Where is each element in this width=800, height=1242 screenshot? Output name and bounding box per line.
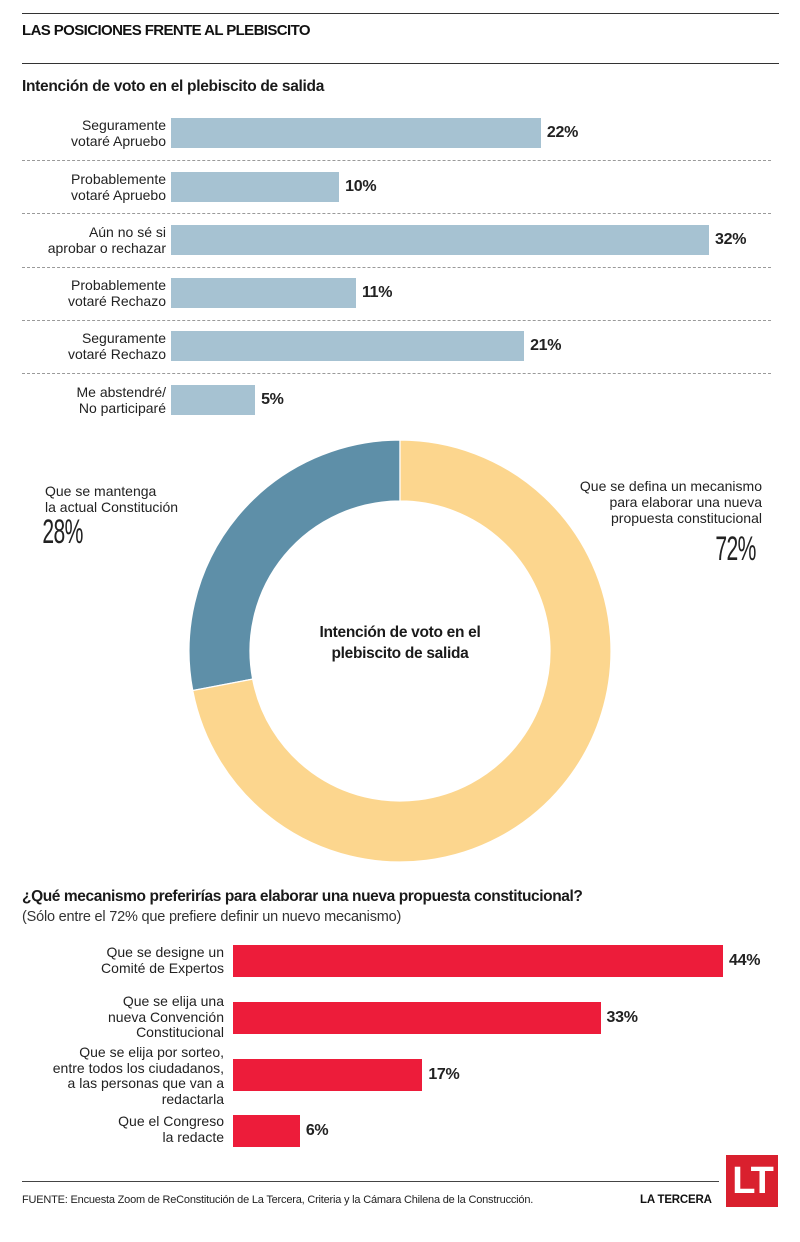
bar-category-label-line: a las personas que van a bbox=[67, 1075, 224, 1091]
footer-rule bbox=[22, 1181, 719, 1182]
row-divider bbox=[22, 160, 771, 161]
donut-label-keep-line: la actual Constitución bbox=[45, 499, 179, 515]
donut-slice-keep bbox=[188, 439, 401, 692]
bar-category-label-line: No participaré bbox=[78, 400, 166, 416]
bar-value-label: 22% bbox=[546, 124, 578, 141]
bar-category-label-line: Probablemente bbox=[71, 277, 166, 293]
bar-category-label-line: Seguramente bbox=[81, 330, 166, 346]
bar-category-label-line: Comité de Expertos bbox=[101, 959, 224, 976]
bar-category-label-line: redactarla bbox=[161, 1090, 224, 1107]
bar bbox=[171, 385, 256, 415]
row-divider bbox=[22, 320, 771, 321]
donut-label-new: Que se defina un mecanismo para elaborar… bbox=[552, 478, 762, 526]
bar-category-label-line: Que se elija por sorteo, bbox=[79, 1044, 224, 1060]
bar-category-label-line: aprobar o rechazar bbox=[47, 240, 166, 256]
bar-category-label-line: Me abstendré/ bbox=[76, 384, 167, 400]
bar-chart-2-subtitle: (Sólo entre el 72% que prefiere definir … bbox=[22, 909, 402, 925]
donut-label-keep: Que se mantenga la actual Constitución bbox=[45, 483, 178, 515]
bar-category-label-line: votaré Rechazo bbox=[67, 346, 166, 362]
donut-label-keep-line: Que se mantenga bbox=[45, 483, 157, 499]
infographic-title: LAS POSICIONES FRENTE AL PLEBISCITO bbox=[22, 22, 311, 39]
donut-slice-new bbox=[192, 439, 612, 863]
bar bbox=[233, 1059, 423, 1091]
bar-value-label: 11% bbox=[361, 284, 393, 301]
bar bbox=[171, 172, 340, 202]
bar bbox=[171, 118, 541, 148]
la-tercera-logo: LT bbox=[726, 1155, 778, 1207]
bar-category-label-line: votaré Apruebo bbox=[71, 133, 166, 149]
title-rule bbox=[22, 63, 779, 64]
bar-chart-2-title: ¿Qué mecanismo preferirías para elaborar… bbox=[22, 888, 583, 905]
bar-category-label: Seguramente votaré Apruebo bbox=[6, 117, 166, 149]
bar-category-label-line: Que se elija una bbox=[122, 993, 224, 1009]
bar bbox=[171, 278, 356, 308]
row-divider bbox=[22, 373, 771, 374]
donut-pct-keep: 28% bbox=[42, 513, 83, 551]
bar-category-label-line: nueva Convención bbox=[108, 1008, 224, 1025]
bar-category-label-line: entre todos los ciudadanos, bbox=[52, 1059, 224, 1076]
footer-brand: LA TERCERA bbox=[640, 1194, 712, 1206]
bar bbox=[233, 1115, 300, 1147]
bar-category-label-line: Constitucional bbox=[136, 1024, 224, 1040]
bar-category-label-line: votaré Apruebo bbox=[71, 187, 166, 203]
donut-pct-new: 72% bbox=[715, 530, 756, 568]
top-rule bbox=[22, 13, 779, 14]
bar-category-label: Que se elija una nueva Convención Constitu… bbox=[4, 993, 224, 1041]
bar bbox=[233, 1002, 601, 1034]
bar-value-label: 17% bbox=[428, 1066, 460, 1083]
bar-category-label-line: Seguramente bbox=[81, 117, 166, 133]
donut-center-title-line: Intención de voto en el bbox=[319, 624, 481, 641]
bar-value-label: 6% bbox=[305, 1122, 329, 1139]
bar bbox=[171, 225, 709, 255]
bar-category-label-line: votaré Rechazo bbox=[67, 293, 166, 309]
bar-value-label: 21% bbox=[530, 337, 562, 354]
bar bbox=[233, 945, 723, 977]
bar-category-label-line: Que el Congreso bbox=[118, 1113, 224, 1129]
donut-center-title: Intención de voto en el plebiscito de sa… bbox=[290, 622, 510, 664]
bar-category-label: Me abstendré/No participaré bbox=[6, 384, 167, 416]
bar bbox=[171, 331, 525, 361]
bar-value-label: 32% bbox=[715, 231, 747, 248]
bar-category-label-line: la redacte bbox=[162, 1128, 224, 1145]
bar-chart-1-title: Intención de voto en el plebiscito de sa… bbox=[22, 78, 325, 95]
bar-value-label: 33% bbox=[606, 1009, 638, 1026]
donut-label-new-line: para elaborar una nueva bbox=[609, 494, 762, 510]
donut-chart bbox=[188, 439, 612, 863]
bar-value-label: 44% bbox=[729, 952, 761, 969]
bar-value-label: 10% bbox=[345, 178, 377, 195]
bar-category-label: Que el Congreso la redacte bbox=[4, 1113, 224, 1145]
bar-category-label: Que se elija por sorteo, entre todos los … bbox=[4, 1044, 224, 1107]
donut-label-new-line: Que se defina un mecanismo bbox=[579, 478, 762, 494]
bar-category-label-line: Aún no sé si bbox=[88, 224, 166, 240]
bar-category-label: Aún no sé si aprobar o rechazar bbox=[6, 224, 166, 256]
row-divider bbox=[22, 267, 771, 268]
row-divider bbox=[22, 213, 771, 214]
bar-category-label-line: Probablemente bbox=[71, 171, 166, 187]
bar-value-label: 5% bbox=[261, 391, 284, 408]
footer-source: FUENTE: Encuesta Zoom de ReConstitución … bbox=[22, 1194, 534, 1206]
bar-category-label-line: Que se designe un bbox=[106, 944, 224, 960]
bar-category-label: Que se designe un Comité de Expertos bbox=[4, 944, 224, 976]
donut-center-title-line: plebiscito de salida bbox=[331, 645, 469, 662]
bar-category-label: Probablemente votaré Apruebo bbox=[6, 171, 166, 203]
donut-label-new-line: propuesta constitucional bbox=[611, 510, 762, 526]
bar-category-label: Probablemente votaré Rechazo bbox=[6, 277, 166, 309]
bar-category-label: Seguramente votaré Rechazo bbox=[6, 330, 166, 362]
